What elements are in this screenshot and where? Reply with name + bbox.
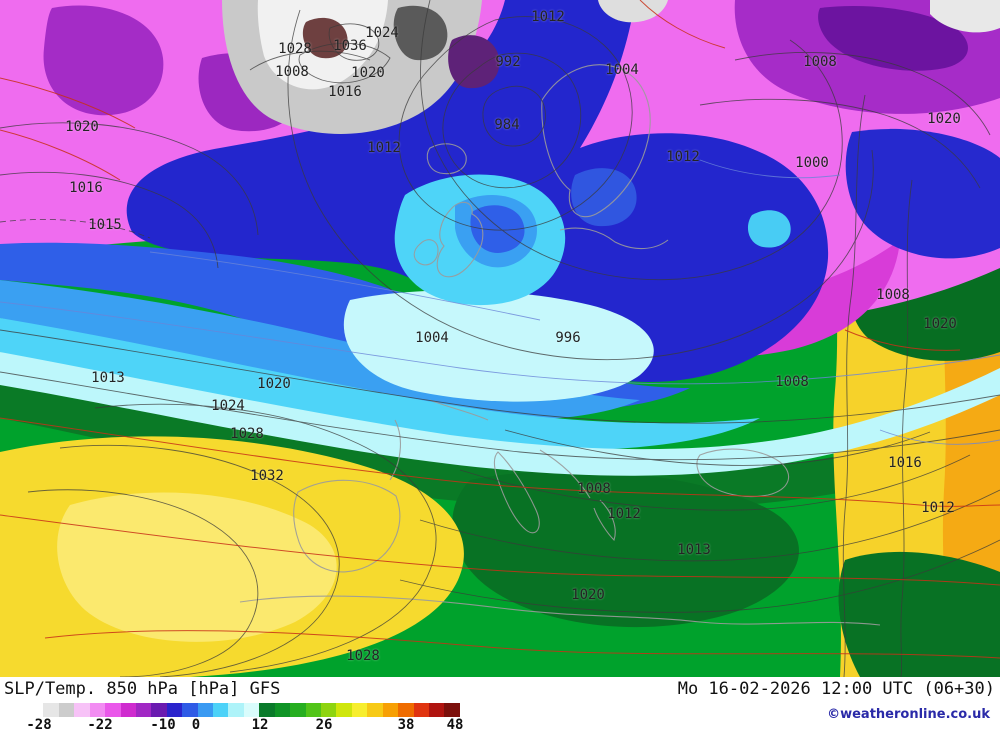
red-contour-layer xyxy=(0,0,1000,659)
legend-color-segment xyxy=(444,703,460,717)
pressure-label: 1008 xyxy=(577,481,611,497)
legend-color-segment xyxy=(413,703,429,717)
legend-color-segment xyxy=(382,703,399,717)
legend-color-segment xyxy=(105,703,121,717)
pressure-label: 1015 xyxy=(88,217,122,233)
legend-color-segment xyxy=(243,703,260,717)
footer: SLP/Temp. 850 hPa [hPa] GFS Mo 16-02-202… xyxy=(0,677,1000,733)
map-svg xyxy=(0,0,1000,677)
pressure-label: 996 xyxy=(555,330,581,346)
pressure-label: 1013 xyxy=(91,370,125,386)
pressure-label: 1008 xyxy=(775,374,809,390)
legend-color-segment xyxy=(58,703,75,717)
pressure-label: 1020 xyxy=(571,587,605,603)
temperature-fill-layer xyxy=(0,0,1000,677)
pressure-label: 1024 xyxy=(365,25,399,41)
legend-color-segment xyxy=(228,703,244,717)
legend-color-segment xyxy=(120,703,136,717)
map-title: SLP/Temp. 850 hPa [hPa] GFS xyxy=(4,679,281,699)
footer-legend-row: -28 -22 -10 0 12 26 38 48 ©weatheronline.co.uk xyxy=(0,699,1000,733)
pressure-label: 1012 xyxy=(607,506,641,522)
pressure-label: 992 xyxy=(495,54,521,70)
legend-color-segment xyxy=(213,703,229,717)
legend-tick-label: -10 xyxy=(150,717,176,733)
legend-color-segment xyxy=(28,703,44,717)
legend-color-segment xyxy=(89,703,106,717)
pressure-label: 1008 xyxy=(876,287,910,303)
pressure-label: 1020 xyxy=(927,111,961,127)
pressure-label: 984 xyxy=(494,117,520,133)
pressure-label: 1028 xyxy=(230,426,264,442)
legend-color-segment xyxy=(290,703,306,717)
map-canvas: 1020 1016 1015 1028 1024 1036 1008 1020 1016 1012… xyxy=(0,0,1000,677)
pressure-label: 1028 xyxy=(346,648,380,664)
legend-color-segment xyxy=(367,703,383,717)
pressure-label: 1016 xyxy=(69,180,103,196)
legend-color-segment xyxy=(74,703,90,717)
pressure-label: 1012 xyxy=(666,149,700,165)
pressure-label: 1012 xyxy=(367,140,401,156)
pressure-label: 1004 xyxy=(605,62,639,78)
legend-color-segment xyxy=(197,703,214,717)
blue-contour-layer xyxy=(0,159,1000,445)
pressure-label: 1032 xyxy=(250,468,284,484)
legend-color-segment xyxy=(321,703,337,717)
pressure-label: 1008 xyxy=(275,64,309,80)
pressure-label: 1020 xyxy=(923,316,957,332)
pressure-label: 1012 xyxy=(531,9,565,25)
legend-color-segment xyxy=(43,703,59,717)
pressure-label: 1020 xyxy=(257,376,291,392)
legend-color-segment xyxy=(151,703,167,717)
legend-tick-label: -22 xyxy=(87,717,113,733)
footer-title-row: SLP/Temp. 850 hPa [hPa] GFS Mo 16-02-202… xyxy=(0,677,1000,699)
legend-color-segment xyxy=(398,703,414,717)
legend-color-segment xyxy=(135,703,152,717)
pressure-label: 1016 xyxy=(328,84,362,100)
pressure-label: 1024 xyxy=(211,398,245,414)
legend-tick-label: 12 xyxy=(251,717,269,733)
pressure-label: 1036 xyxy=(333,38,367,54)
legend-tick-label: 38 xyxy=(397,717,415,733)
isobar-contour-layer xyxy=(0,0,1000,677)
legend-tick-label: 48 xyxy=(446,717,464,733)
legend-color-segment xyxy=(351,703,368,717)
pressure-label: 1020 xyxy=(351,65,385,81)
legend-color-segment xyxy=(166,703,183,717)
legend-tick-label: -28 xyxy=(26,717,52,733)
pressure-label: 1012 xyxy=(921,500,955,516)
pressure-label: 1008 xyxy=(803,54,837,70)
pressure-label: 1000 xyxy=(795,155,829,171)
pressure-label: 1020 xyxy=(65,119,99,135)
legend-tick-label: 26 xyxy=(315,717,333,733)
map-datetime: Mo 16-02-2026 12:00 UTC (06+30) xyxy=(677,679,995,699)
legend-color-segment xyxy=(336,703,352,717)
pressure-label: 1004 xyxy=(415,330,449,346)
legend-color-segment xyxy=(274,703,291,717)
legend-tick-label: 0 xyxy=(191,717,201,733)
pressure-label: 1016 xyxy=(888,455,922,471)
copyright-link[interactable]: ©weatheronline.co.uk xyxy=(827,707,990,722)
legend-color-segment xyxy=(428,703,445,717)
legend-color-segment xyxy=(259,703,275,717)
pressure-label: 1028 xyxy=(278,41,312,57)
temperature-colorbar xyxy=(28,703,460,717)
legend-color-segment xyxy=(305,703,322,717)
legend-color-segment xyxy=(182,703,198,717)
pressure-label: 1013 xyxy=(677,542,711,558)
